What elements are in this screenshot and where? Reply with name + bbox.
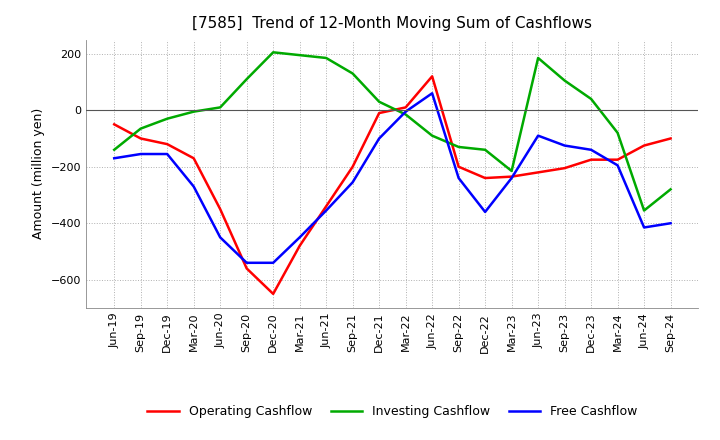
Line: Free Cashflow: Free Cashflow	[114, 93, 670, 263]
Investing Cashflow	[534, 55, 542, 61]
Investing Cashflow	[428, 133, 436, 138]
Investing Cashflow	[587, 96, 595, 102]
Operating Cashflow	[295, 243, 304, 249]
Investing Cashflow	[216, 105, 225, 110]
Legend: Operating Cashflow, Investing Cashflow, Free Cashflow: Operating Cashflow, Investing Cashflow, …	[143, 400, 642, 423]
Operating Cashflow	[216, 206, 225, 212]
Operating Cashflow	[454, 164, 463, 169]
Free Cashflow	[401, 109, 410, 114]
Investing Cashflow	[136, 126, 145, 131]
Y-axis label: Amount (million yen): Amount (million yen)	[32, 108, 45, 239]
Investing Cashflow	[163, 116, 171, 121]
Free Cashflow	[189, 184, 198, 189]
Investing Cashflow	[560, 78, 569, 83]
Line: Operating Cashflow: Operating Cashflow	[114, 76, 670, 294]
Operating Cashflow	[348, 164, 357, 169]
Investing Cashflow	[613, 130, 622, 136]
Investing Cashflow	[481, 147, 490, 152]
Investing Cashflow	[110, 147, 119, 152]
Investing Cashflow	[666, 187, 675, 192]
Operating Cashflow	[640, 143, 649, 148]
Free Cashflow	[587, 147, 595, 152]
Free Cashflow	[110, 156, 119, 161]
Operating Cashflow	[189, 156, 198, 161]
Investing Cashflow	[189, 109, 198, 114]
Investing Cashflow	[348, 71, 357, 76]
Operating Cashflow	[269, 291, 277, 297]
Free Cashflow	[322, 208, 330, 213]
Investing Cashflow	[322, 55, 330, 61]
Free Cashflow	[454, 176, 463, 181]
Operating Cashflow	[534, 170, 542, 175]
Investing Cashflow	[508, 169, 516, 174]
Investing Cashflow	[295, 52, 304, 58]
Free Cashflow	[348, 180, 357, 185]
Operating Cashflow	[401, 105, 410, 110]
Free Cashflow	[508, 176, 516, 181]
Free Cashflow	[666, 220, 675, 226]
Free Cashflow	[534, 133, 542, 138]
Investing Cashflow	[454, 144, 463, 150]
Investing Cashflow	[243, 77, 251, 82]
Operating Cashflow	[136, 136, 145, 141]
Operating Cashflow	[375, 110, 384, 116]
Free Cashflow	[163, 151, 171, 157]
Free Cashflow	[481, 209, 490, 215]
Free Cashflow	[613, 163, 622, 168]
Investing Cashflow	[401, 112, 410, 117]
Operating Cashflow	[481, 176, 490, 181]
Operating Cashflow	[613, 157, 622, 162]
Operating Cashflow	[587, 157, 595, 162]
Free Cashflow	[136, 151, 145, 157]
Free Cashflow	[295, 235, 304, 240]
Title: [7585]  Trend of 12-Month Moving Sum of Cashflows: [7585] Trend of 12-Month Moving Sum of C…	[192, 16, 593, 32]
Free Cashflow	[243, 260, 251, 265]
Operating Cashflow	[666, 136, 675, 141]
Free Cashflow	[269, 260, 277, 265]
Investing Cashflow	[640, 208, 649, 213]
Operating Cashflow	[508, 174, 516, 179]
Free Cashflow	[640, 225, 649, 230]
Free Cashflow	[560, 143, 569, 148]
Operating Cashflow	[560, 165, 569, 171]
Operating Cashflow	[163, 142, 171, 147]
Operating Cashflow	[243, 266, 251, 271]
Operating Cashflow	[110, 122, 119, 127]
Line: Investing Cashflow: Investing Cashflow	[114, 52, 670, 210]
Investing Cashflow	[375, 99, 384, 104]
Free Cashflow	[216, 235, 225, 240]
Investing Cashflow	[269, 50, 277, 55]
Operating Cashflow	[322, 204, 330, 209]
Free Cashflow	[428, 91, 436, 96]
Operating Cashflow	[428, 73, 436, 79]
Free Cashflow	[375, 136, 384, 141]
